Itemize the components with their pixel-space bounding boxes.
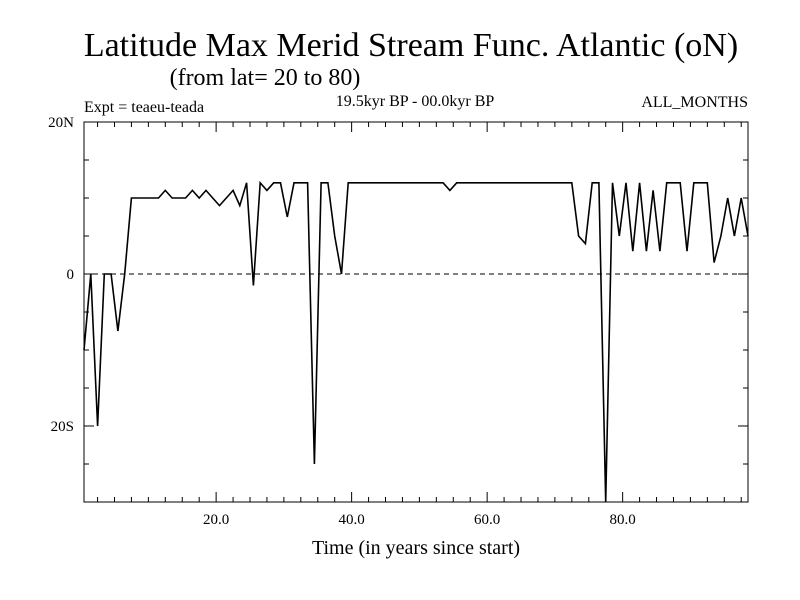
- x-tick-label: 20.0: [203, 512, 229, 528]
- x-tick-label: 80.0: [610, 512, 636, 528]
- tick-labels: 20.0 40.0 60.0 80.0 20N 0 20S: [48, 115, 636, 528]
- expt-label: Expt = teaeu-teada: [84, 99, 204, 116]
- axis-ticks: [84, 121, 748, 503]
- y-tick-label: 0: [67, 267, 75, 283]
- season-label: ALL_MONTHS: [641, 94, 748, 111]
- plot-frame: [83, 121, 749, 503]
- period-label: 19.5kyr BP - 00.0kyr BP: [336, 93, 495, 110]
- y-tick-label: 20S: [51, 419, 74, 435]
- series-line-latitude: [83, 180, 749, 503]
- x-tick-label: 60.0: [474, 512, 500, 528]
- chart-subtitle: (from lat= 20 to 80): [170, 65, 361, 91]
- y-tick-label: 20N: [48, 115, 74, 131]
- x-axis-label: Time (in years since start): [312, 537, 520, 559]
- x-tick-label: 40.0: [339, 512, 365, 528]
- chart-title: Latitude Max Merid Stream Func. Atlantic…: [84, 27, 738, 64]
